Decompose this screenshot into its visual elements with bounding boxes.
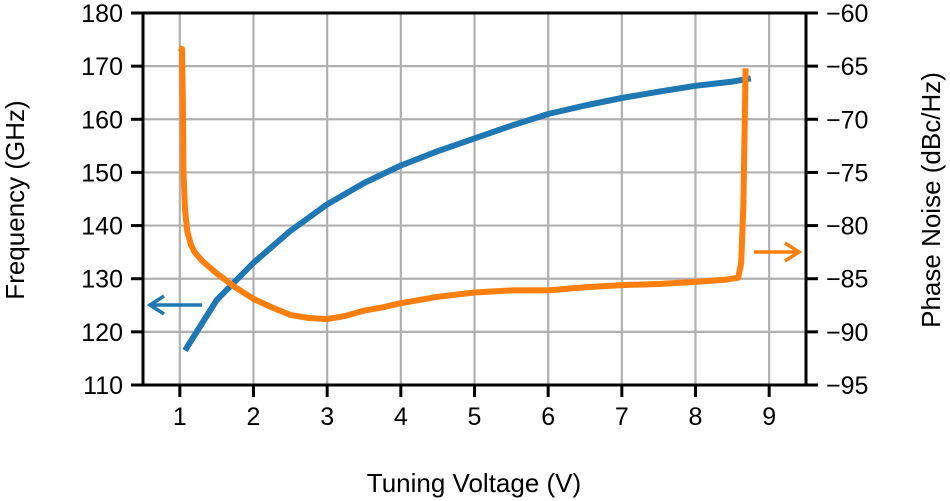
y2-tick-label: −85	[826, 266, 868, 294]
x-tick-label: 1	[173, 403, 187, 431]
y2-tick-label: −65	[826, 53, 868, 81]
y-axis-left-ticks: 110 120 130 140 150 160 170 180	[81, 0, 143, 400]
y-tick-label: 170	[81, 53, 123, 81]
x-tick-label: 6	[541, 403, 555, 431]
y-tick-label: 180	[81, 0, 123, 28]
y-axis-right-label: Phase Noise (dBc/Hz)	[916, 72, 946, 328]
series-layer	[178, 45, 752, 353]
y-axis-right-ticks: −95 −90 −85 −80 −75 −70 −65 −60	[806, 0, 868, 400]
y-tick-label: 160	[81, 106, 123, 134]
y-tick-label: 110	[83, 372, 123, 400]
y2-tick-label: −95	[826, 372, 868, 400]
y-tick-label: 130	[81, 266, 123, 294]
frequency-series-line	[182, 75, 752, 353]
x-tick-label: 8	[689, 403, 703, 431]
y-tick-label: 140	[81, 213, 123, 241]
right-arrow-icon	[754, 241, 803, 263]
x-axis-label: Tuning Voltage (V)	[367, 468, 581, 498]
x-tick-label: 5	[468, 403, 482, 431]
y-axis-left-label: Frequency (GHz)	[0, 100, 30, 299]
x-tick-label: 2	[247, 403, 261, 431]
y2-tick-label: −75	[826, 159, 868, 187]
phase-noise-series-line	[178, 45, 749, 323]
x-tick-label: 9	[762, 403, 776, 431]
grid-lines	[143, 11, 806, 387]
y-tick-label: 120	[81, 319, 123, 347]
y2-tick-label: −80	[826, 213, 868, 241]
y2-tick-label: −70	[826, 106, 868, 134]
left-arrow-icon	[146, 294, 202, 316]
x-axis-ticks: 1 2 3 4 5 6 7 8 9	[173, 385, 776, 431]
y2-tick-label: −60	[826, 0, 868, 28]
y2-tick-label: −90	[826, 319, 868, 347]
x-tick-label: 4	[394, 403, 408, 431]
x-tick-label: 3	[320, 403, 334, 431]
x-tick-label: 7	[615, 403, 629, 431]
y-tick-label: 150	[81, 159, 123, 187]
annotations	[146, 241, 803, 316]
